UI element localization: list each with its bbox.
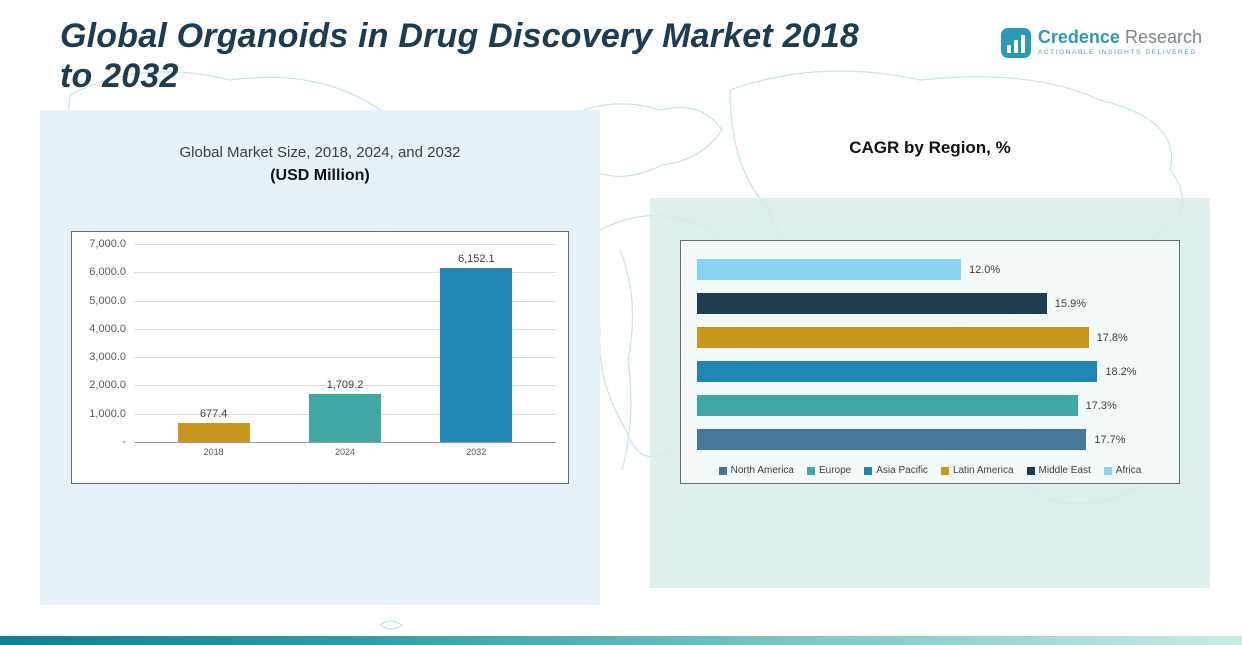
header: Global Organoids in Drug Discovery Marke… (60, 16, 1202, 96)
bars: 677.4 1,709.2 6,152.1 (134, 244, 556, 442)
y-axis-tick-label: 4,000.0 (89, 322, 126, 335)
brand-secondary: Research (1124, 27, 1202, 47)
market-size-bar (177, 422, 250, 442)
bar-slot: 677.4 (149, 244, 279, 442)
cagr-bar-row: 12.0% (697, 259, 1159, 280)
legend-swatch (940, 466, 949, 475)
cagr-value-label: 17.3% (1085, 399, 1117, 412)
market-size-chart: 7,000.0 6,000.0 5,000.0 4,000.0 3,000.0 2,000… (71, 231, 569, 484)
legend-swatch (1103, 466, 1112, 475)
bottom-accent-bar (0, 636, 1242, 645)
plot-area: 677.4 1,709.2 6,152.1 (134, 244, 556, 443)
legend-swatch (1026, 466, 1035, 475)
y-axis-tick-label: 2,000.0 (89, 379, 126, 392)
legend-label: Latin America (952, 465, 1014, 476)
logo-bar-chart-icon (1000, 28, 1031, 58)
cagr-bar-row: 17.8% (697, 327, 1159, 348)
market-size-bar (308, 393, 381, 442)
page-title-line2: to 2032 (60, 57, 179, 96)
cagr-value-label: 15.9% (1054, 297, 1086, 310)
legend-label: North America (730, 465, 794, 476)
cagr-bar-row: 17.3% (697, 395, 1159, 416)
y-axis-tick-label: 1,000.0 (89, 407, 126, 420)
cagr-chart: 12.0% 15.9% 17.8% 18.2% 17.3% 17.7% North Ame… (680, 240, 1180, 484)
y-axis-tick-label: 5,000.0 (89, 294, 126, 307)
x-axis-tick-label: 2024 (334, 447, 355, 457)
legend-item: Africa (1103, 465, 1142, 476)
horizontal-bars: 12.0% 15.9% 17.8% 18.2% 17.3% 17.7% (697, 259, 1163, 450)
logo: Credence Research Actionable Insights De… (1000, 28, 1202, 58)
brand-name: Credence Research (1038, 28, 1202, 47)
x-axis-labels: 2018 2024 2032 (134, 442, 556, 457)
cagr-section: CAGR by Region, % 12.0% 15.9% 17.8% 18.2% 17… (650, 138, 1210, 588)
cagr-value-label: 12.0% (969, 263, 1001, 276)
legend-item: Asia Pacific (864, 465, 928, 476)
x-axis-tick-label: 2032 (466, 447, 487, 457)
market-size-bar (440, 267, 513, 442)
market-size-panel: Global Market Size, 2018, 2024, and 2032… (40, 110, 600, 605)
legend-item: Middle East (1026, 465, 1091, 476)
y-axis-tick-label: - (122, 436, 126, 448)
gridline (134, 442, 556, 443)
x-axis-tick-label: 2018 (203, 447, 224, 457)
cagr-bar (697, 293, 1047, 314)
legend-label: Asia Pacific (876, 465, 928, 476)
bar-slot: 6,152.1 (411, 244, 541, 442)
legend-swatch (718, 466, 727, 475)
cagr-bar (697, 395, 1078, 416)
legend-swatch (807, 466, 815, 475)
brand-tagline: Actionable Insights Delivered (1037, 48, 1197, 56)
y-axis-tick-label: 3,000.0 (89, 351, 126, 364)
bar-value-label: 677.4 (199, 407, 228, 420)
cagr-bar-row: 17.7% (697, 429, 1159, 450)
legend-item: Latin America (940, 465, 1014, 476)
legend-label: Europe (819, 465, 852, 476)
bar-slot: 1,709.2 (280, 244, 410, 442)
cagr-bar (697, 361, 1098, 382)
bar-value-label: 1,709.2 (326, 378, 364, 391)
cagr-value-label: 17.7% (1094, 433, 1126, 446)
cagr-bar (697, 327, 1089, 348)
cagr-heading: CAGR by Region, % (849, 138, 1011, 157)
chart-legend: North America Europe Asia Pacific Latin Ame… (697, 465, 1163, 476)
page-title: Global Organoids in Drug Discovery Marke… (60, 16, 859, 96)
cagr-value-label: 18.2% (1105, 365, 1137, 378)
legend-item: North America (718, 465, 794, 476)
y-axis-tick-label: 6,000.0 (89, 266, 126, 279)
legend-label: Africa (1115, 465, 1142, 476)
cagr-bar (697, 259, 961, 280)
legend-label: Middle East (1038, 465, 1091, 476)
cagr-bar (697, 429, 1087, 450)
vertical-bar-chart: 7,000.0 6,000.0 5,000.0 4,000.0 3,000.0 2,000… (78, 238, 556, 448)
market-size-heading: Global Market Size, 2018, 2024, and 2032 (179, 144, 461, 161)
logo-text: Credence Research Actionable Insights De… (1038, 28, 1202, 57)
cagr-bar-row: 15.9% (697, 293, 1159, 314)
brand-primary: Credence (1037, 27, 1120, 47)
y-axis-labels: 7,000.0 6,000.0 5,000.0 4,000.0 3,000.0 2,000… (78, 238, 134, 448)
cagr-value-label: 17.8% (1096, 331, 1128, 344)
page-title-line1: Global Organoids in Drug Discovery Marke… (60, 17, 860, 55)
y-axis-tick-label: 7,000.0 (89, 238, 126, 250)
legend-swatch (864, 466, 873, 475)
bar-value-label: 6,152.1 (457, 252, 495, 265)
cagr-bar-row: 18.2% (697, 361, 1159, 382)
legend-item: Europe (807, 465, 851, 476)
cagr-panel: 12.0% 15.9% 17.8% 18.2% 17.3% 17.7% North Ame… (650, 198, 1210, 588)
market-size-subheading: (USD Million) (270, 167, 370, 184)
